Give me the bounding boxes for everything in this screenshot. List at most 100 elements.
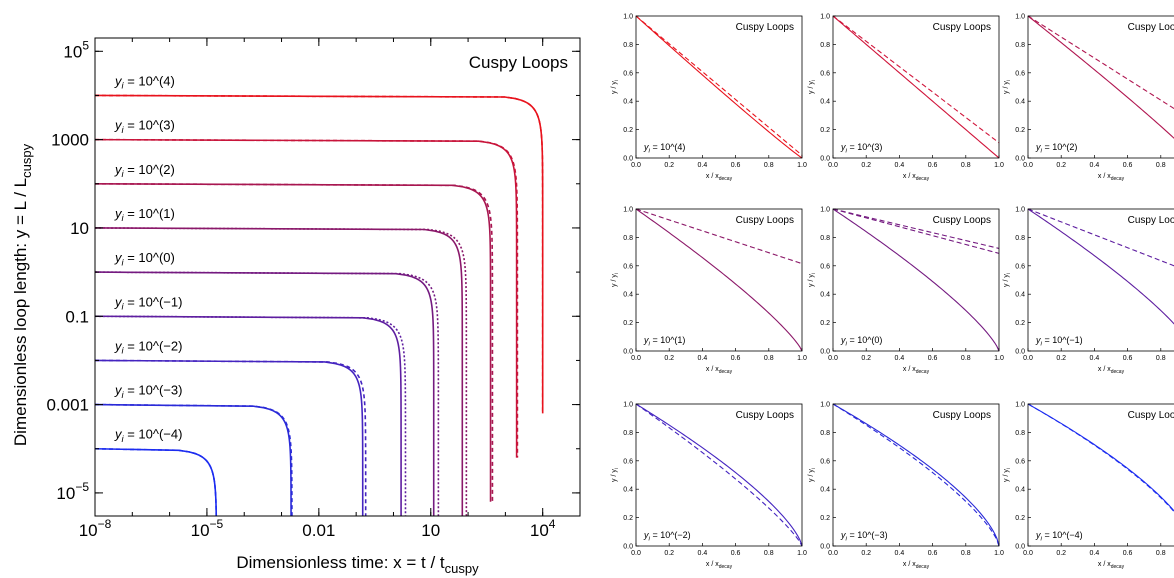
subplot-x-tick-label: 1.0: [994, 355, 1004, 362]
text-span: = 10^(−2): [124, 338, 183, 353]
subplot-curves: [833, 15, 1000, 159]
text-span: i: [122, 169, 125, 179]
subplot-y-tick-label: 0.6: [1015, 263, 1025, 270]
subplot-y-tick-label: 0.0: [1015, 156, 1025, 163]
text-span: = 10^(−4): [124, 427, 183, 442]
text-span: x / x: [903, 561, 916, 568]
subplot-y-tick-label: 0.4: [820, 487, 830, 494]
subplot-x-tick-label: 0.8: [1156, 355, 1166, 362]
subplot-frame: [1027, 208, 1174, 352]
main-chart-title: Cuspy Loops: [469, 53, 568, 72]
subplot-y-tick-label: 0.2: [623, 320, 633, 327]
y-tick-label: 0.1: [65, 307, 89, 326]
series-4-dashed: [95, 271, 440, 516]
subplot-x-axis-label: x / xdecay: [903, 173, 930, 182]
subplot-series-label: yi = 10^(0): [840, 335, 882, 347]
subplot-solid-curve: [636, 15, 803, 159]
subplot-y-tick-label: 0.8: [623, 235, 633, 242]
subplot-y-tick-label: 0.2: [820, 127, 830, 134]
text-span: 10: [530, 521, 549, 540]
subplot-x-axis-label: x / xdecay: [706, 173, 733, 182]
text-span: = 10^(1): [124, 206, 175, 221]
subplot-4: 0.0 0.2 0.4 0.6 0.8 1.0 0.0 0.2 0.4 0.6 0.8 1.0 Cusp…: [808, 207, 1004, 376]
subplot-x-tick-label: 0.4: [698, 550, 708, 557]
subplot-x-axis-label: x / xdecay: [706, 561, 733, 570]
subplot-y-axis-label-group: y / yi: [808, 468, 817, 482]
subplot-solid-curve: [833, 208, 1000, 352]
subplot-2: 0.00.20.40.60.81.00.00.20.40.60.81.0Cusp…: [1003, 14, 1174, 182]
series-label-7: yi = 10^(−3): [114, 383, 182, 400]
subplot-3: 0.0 0.2 0.4 0.6 0.8 1.0 0.0 0.2 0.4 0.6 0.8 1.0 Cusp…: [611, 207, 807, 376]
series-4-solid: [95, 271, 435, 516]
series-label-8: yi = 10^(−4): [114, 427, 182, 444]
text-span: y / y: [611, 81, 618, 94]
subplot-x-tick-label: 0.2: [1056, 550, 1066, 557]
series-2-solid: [95, 182, 492, 502]
subplot-y-tick-label: 0.2: [820, 320, 830, 327]
text-span: i: [1041, 147, 1043, 154]
subplot-x-tick-label: 1.0: [797, 550, 807, 557]
main-curves: [95, 94, 544, 516]
subplot-x-tick-label: 0.2: [861, 162, 871, 169]
subplot-y-tick-label: 0.8: [820, 430, 830, 437]
text-span: i: [1006, 273, 1012, 274]
subplot-curves: [636, 15, 803, 159]
subplot-dashed-curve-0: [1028, 403, 1174, 513]
subplot-y-tick-label: 0.8: [623, 430, 633, 437]
subplot-y-axis-label: y / yi: [1003, 80, 1012, 94]
text-span: x / x: [706, 366, 719, 373]
subplot-y-axis-label-group: y / yi: [1003, 80, 1012, 94]
subplot-x-tick-label: 0.8: [961, 550, 971, 557]
subplot-y-tick-label: 0.6: [820, 70, 830, 77]
series-7-solid: [95, 403, 292, 516]
subplot-y-tick-label: 0.8: [820, 235, 830, 242]
subplot-y-axis-label-group: y / yi: [1003, 273, 1012, 287]
text-span: decay: [719, 176, 733, 182]
text-span: i: [122, 125, 125, 135]
subplot-y-tick-label: 0.2: [623, 127, 633, 134]
text-span: i: [614, 80, 620, 81]
subplot-title: Cuspy Loops: [1128, 215, 1174, 226]
subplot-y-tick-label: 0.0: [820, 156, 830, 163]
subplot-y-tick-label: 0.6: [1015, 458, 1025, 465]
text-span: 10: [191, 521, 210, 540]
subplot-x-axis-label: x / xdecay: [706, 366, 733, 375]
text-span: i: [1041, 535, 1043, 542]
text-span: y: [114, 250, 123, 265]
subplot-curves: [1028, 403, 1174, 513]
subplot-frame: [635, 15, 803, 159]
text-span: decay: [1111, 176, 1125, 182]
subplot-y-tick-label: 1.0: [623, 14, 633, 21]
series-label-5: yi = 10^(−1): [114, 294, 182, 311]
text-span: = 10^(3): [124, 118, 175, 133]
text-span: decay: [1111, 369, 1125, 375]
text-span: y: [643, 142, 649, 152]
subplot-y-tick-label: 0.6: [623, 70, 633, 77]
subplot-y-axis-label: y / yi: [611, 80, 620, 94]
text-span: 4: [549, 517, 556, 531]
subplot-y-axis-label-group: y / yi: [808, 273, 817, 287]
text-span: i: [846, 535, 848, 542]
text-span: i: [649, 340, 651, 347]
subplot-series-label: yi = 10^(2): [1035, 142, 1077, 154]
series-3-solid: [95, 227, 464, 516]
subplot-x-tick-label: 0.6: [928, 355, 938, 362]
text-span: y: [114, 338, 123, 353]
subplot-x-tick-label: 0.6: [928, 550, 938, 557]
subplot-frame: [832, 15, 1000, 159]
subplot-x-tick-label: 1.0: [797, 162, 807, 169]
text-span: i: [614, 273, 620, 274]
text-span: = 10^(4): [650, 142, 686, 152]
text-span: x / x: [706, 561, 719, 568]
subplot-dashed-curve-0: [636, 208, 803, 265]
series-7-dashed: [95, 403, 293, 516]
x-tick-label: 10−5: [191, 517, 224, 540]
text-span: 0.01: [302, 521, 335, 540]
text-span: y / y: [808, 274, 815, 287]
subplot-x-tick-label: 0.4: [895, 162, 905, 169]
series-8-dashed: [95, 447, 218, 516]
subplot-x-axis-label: x / xdecay: [903, 366, 930, 375]
text-span: 10: [63, 42, 82, 61]
subplot-y-tick-label: 1.0: [820, 207, 830, 214]
text-span: Dimensionless loop length: y = L / L: [11, 178, 30, 446]
